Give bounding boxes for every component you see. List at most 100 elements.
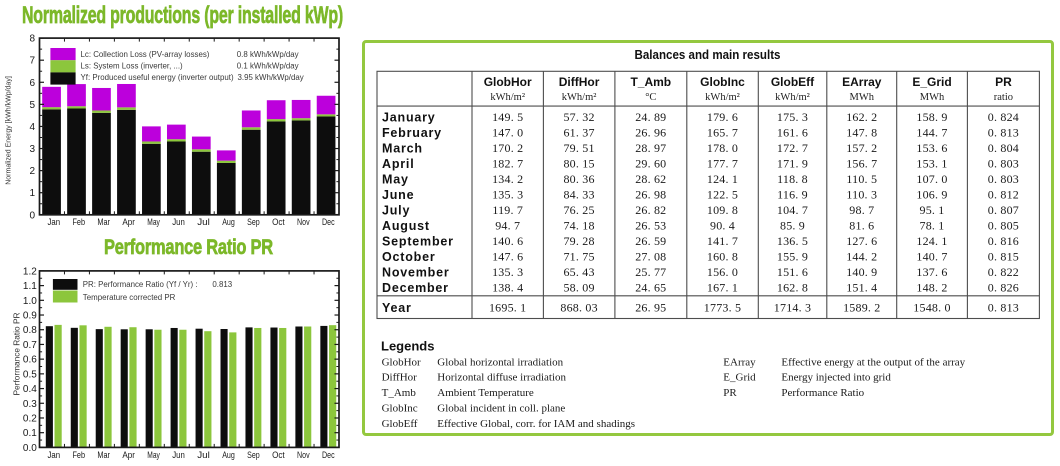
svg-text:148. 2: 148. 2: [916, 281, 947, 295]
svg-text:106. 9: 106. 9: [916, 188, 947, 202]
svg-text:Yf: Produced useful energy (i: Yf: Produced useful energy (inverter out…: [81, 73, 234, 82]
svg-text:140. 6: 140. 6: [492, 234, 523, 248]
svg-text:116. 9: 116. 9: [777, 188, 808, 202]
svg-text:November: November: [382, 266, 450, 280]
svg-text:Lc: Collection Loss (PV-array: Lc: Collection Loss (PV-array losses): [81, 50, 210, 59]
svg-text:141. 7: 141. 7: [707, 234, 738, 248]
svg-text:5: 5: [29, 100, 35, 111]
svg-text:26. 95: 26. 95: [635, 301, 666, 315]
svg-text:Apr: Apr: [122, 217, 135, 227]
svg-text:0.3: 0.3: [23, 399, 37, 410]
svg-text:1773. 5: 1773. 5: [704, 301, 741, 315]
svg-text:MWh: MWh: [920, 92, 945, 103]
svg-text:Dec: Dec: [322, 217, 335, 227]
svg-text:Jul: Jul: [197, 217, 210, 227]
svg-text:Normalized Energy [kWh/kWp/day: Normalized Energy [kWh/kWp/day]: [6, 76, 13, 185]
svg-text:144. 7: 144. 7: [916, 125, 947, 139]
svg-text:147. 0: 147. 0: [492, 125, 523, 139]
svg-text:0. 803: 0. 803: [988, 172, 1019, 186]
svg-text:Ambient Temperature: Ambient Temperature: [437, 387, 534, 399]
svg-text:0. 805: 0. 805: [988, 219, 1019, 233]
svg-text:24. 65: 24. 65: [635, 281, 666, 295]
svg-text:57. 32: 57. 32: [563, 110, 594, 124]
svg-text:Global horizontal irradiation: Global horizontal irradiation: [437, 357, 563, 369]
svg-text:Sep: Sep: [247, 450, 260, 460]
svg-text:Nov: Nov: [297, 217, 310, 227]
svg-text:1695. 1: 1695. 1: [489, 301, 526, 315]
svg-text:3: 3: [29, 144, 35, 155]
svg-text:24. 89: 24. 89: [635, 110, 666, 124]
svg-text:0.1 kWh/kWp/day: 0.1 kWh/kWp/day: [237, 62, 299, 71]
svg-text:0. 826: 0. 826: [988, 281, 1019, 295]
svg-text:28. 97: 28. 97: [635, 141, 666, 155]
svg-text:Horizontal diffuse irradiation: Horizontal diffuse irradiation: [437, 371, 566, 383]
svg-text:0. 812: 0. 812: [988, 188, 1019, 202]
svg-text:94. 7: 94. 7: [495, 219, 520, 233]
svg-text:153. 6: 153. 6: [916, 141, 947, 155]
svg-text:GlobInc: GlobInc: [382, 403, 418, 415]
svg-text:PR: PR: [723, 387, 737, 399]
svg-text:80. 15: 80. 15: [563, 157, 594, 171]
svg-text:153. 1: 153. 1: [916, 157, 947, 171]
svg-text:156. 7: 156. 7: [846, 157, 877, 171]
svg-text:155. 9: 155. 9: [777, 250, 808, 264]
svg-text:June: June: [382, 188, 414, 202]
svg-text:May: May: [147, 450, 160, 460]
svg-text:Dec: Dec: [322, 450, 335, 460]
svg-text:27. 08: 27. 08: [635, 250, 666, 264]
svg-text:0.0: 0.0: [23, 443, 37, 454]
svg-text:Jul: Jul: [197, 450, 210, 460]
svg-text:78. 1: 78. 1: [920, 219, 945, 233]
svg-text:182. 7: 182. 7: [492, 157, 523, 171]
svg-text:May: May: [147, 217, 160, 227]
svg-text:0. 816: 0. 816: [988, 234, 1019, 248]
svg-text:0.813: 0.813: [212, 280, 232, 289]
svg-text:1548. 0: 1548. 0: [913, 301, 950, 315]
svg-text:98. 7: 98. 7: [849, 203, 874, 217]
svg-text:136. 5: 136. 5: [777, 234, 808, 248]
svg-text:Performance Ratio: Performance Ratio: [781, 387, 864, 399]
svg-text:137. 6: 137. 6: [916, 265, 947, 279]
svg-text:81. 6: 81. 6: [849, 219, 874, 233]
svg-text:144. 2: 144. 2: [846, 250, 877, 264]
svg-text:PR: Performance Ratio (Yf / Yr: PR: Performance Ratio (Yf / Yr) :: [83, 280, 198, 289]
svg-text:Effective energy at the output: Effective energy at the output of the ar…: [781, 357, 965, 369]
svg-text:Nov: Nov: [297, 450, 310, 460]
svg-text:151. 4: 151. 4: [846, 281, 877, 295]
svg-text:Jun: Jun: [172, 450, 185, 460]
svg-text:8: 8: [29, 34, 35, 45]
svg-text:58. 09: 58. 09: [563, 281, 594, 295]
svg-text:0.2: 0.2: [23, 413, 37, 424]
svg-text:EArray: EArray: [723, 357, 756, 369]
svg-text:71. 75: 71. 75: [563, 250, 594, 264]
svg-text:GlobInc: GlobInc: [700, 75, 745, 89]
svg-text:84. 33: 84. 33: [563, 188, 594, 202]
svg-text:0.8: 0.8: [23, 325, 37, 336]
svg-text:Year: Year: [382, 301, 412, 315]
svg-text:Jan: Jan: [47, 450, 60, 460]
svg-text:February: February: [382, 126, 442, 140]
svg-text:170. 2: 170. 2: [492, 141, 523, 155]
svg-text:August: August: [382, 219, 430, 233]
svg-text:119. 7: 119. 7: [492, 203, 523, 217]
svg-text:65. 43: 65. 43: [563, 265, 594, 279]
svg-text:6: 6: [29, 78, 35, 89]
svg-text:May: May: [382, 172, 409, 186]
svg-text:0.5: 0.5: [23, 369, 37, 380]
svg-text:79. 28: 79. 28: [563, 234, 594, 248]
svg-text:0. 807: 0. 807: [988, 203, 1019, 217]
svg-text:140. 7: 140. 7: [916, 250, 947, 264]
svg-text:GlobEff: GlobEff: [771, 75, 815, 89]
svg-text:74. 18: 74. 18: [563, 219, 594, 233]
svg-text:°C: °C: [645, 92, 656, 103]
svg-text:January: January: [382, 110, 436, 124]
svg-text:Energy injected into grid: Energy injected into grid: [781, 371, 891, 383]
svg-text:156. 0: 156. 0: [707, 265, 738, 279]
svg-text:kWh/m²: kWh/m²: [490, 92, 525, 103]
svg-text:Performance Ratio PR: Performance Ratio PR: [12, 312, 22, 395]
svg-text:September: September: [382, 235, 454, 249]
svg-text:GlobEff: GlobEff: [382, 418, 418, 430]
svg-text:T_Amb: T_Amb: [630, 75, 671, 89]
svg-text:140. 9: 140. 9: [846, 265, 877, 279]
svg-text:1.1: 1.1: [23, 281, 37, 292]
